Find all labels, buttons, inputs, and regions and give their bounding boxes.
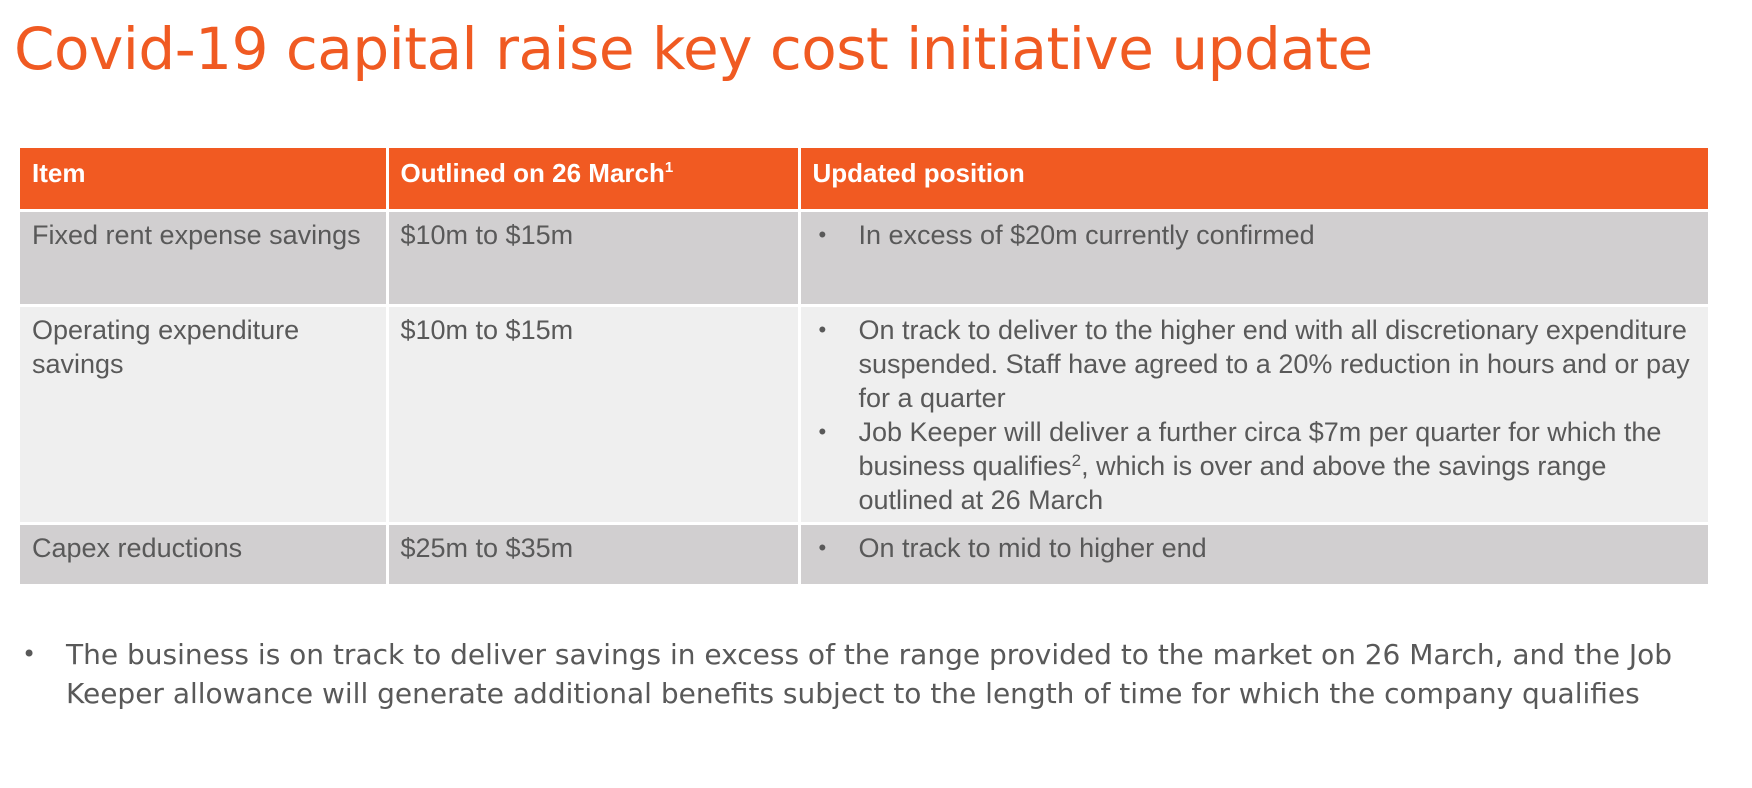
summary-bullets: The business is on track to deliver savi… bbox=[18, 635, 1698, 713]
bullet-text: Job Keeper will deliver a further circa … bbox=[858, 416, 1662, 481]
header-updated: Updated position bbox=[799, 148, 1708, 212]
header-updated-label: Updated position bbox=[812, 158, 1025, 188]
footnote-marker: 2 bbox=[1071, 450, 1082, 470]
cost-initiative-table: Item Outlined on 26 March1 Updated posit… bbox=[20, 148, 1708, 587]
bullet-list: On track to mid to higher end bbox=[813, 531, 1697, 565]
summary-bullet: The business is on track to deliver savi… bbox=[18, 635, 1698, 713]
table-header-row: Item Outlined on 26 March1 Updated posit… bbox=[20, 148, 1708, 212]
cell-updated: On track to deliver to the higher end wi… bbox=[799, 305, 1708, 525]
table-row-operating-expenditure: Operating expenditure savings $10m to $1… bbox=[20, 305, 1708, 525]
table-row-fixed-rent: Fixed rent expense savings $10m to $15m … bbox=[20, 210, 1708, 307]
bullet-item: On track to deliver to the higher end wi… bbox=[813, 313, 1697, 415]
bullet-item: In excess of $20m currently confirmed bbox=[813, 218, 1697, 252]
cell-outlined: $10m to $15m bbox=[387, 305, 801, 525]
header-item-label: Item bbox=[32, 158, 86, 188]
header-item: Item bbox=[20, 148, 389, 212]
bullet-item: On track to mid to higher end bbox=[813, 531, 1697, 565]
cell-item: Fixed rent expense savings bbox=[20, 210, 389, 307]
bullet-text: , which is over and above the savings ra… bbox=[858, 450, 1607, 515]
cell-outlined: $10m to $15m bbox=[387, 210, 801, 307]
slide-title: Covid-19 capital raise key cost initiati… bbox=[14, 15, 1373, 83]
bullet-list: On track to deliver to the higher end wi… bbox=[813, 313, 1697, 517]
cell-item: Operating expenditure savings bbox=[20, 305, 389, 525]
bullet-list: In excess of $20m currently confirmed bbox=[813, 218, 1697, 252]
header-outlined-label: Outlined on 26 March bbox=[400, 158, 665, 188]
header-outlined: Outlined on 26 March1 bbox=[387, 148, 801, 212]
cell-item: Capex reductions bbox=[20, 523, 389, 587]
cell-updated: In excess of $20m currently confirmed bbox=[799, 210, 1708, 307]
footnote-marker: 1 bbox=[664, 159, 674, 176]
cell-outlined: $25m to $35m bbox=[387, 523, 801, 587]
bullet-item: Job Keeper will deliver a further circa … bbox=[813, 415, 1697, 517]
cell-updated: On track to mid to higher end bbox=[799, 523, 1708, 587]
table-row-capex: Capex reductions $25m to $35m On track t… bbox=[20, 523, 1708, 587]
